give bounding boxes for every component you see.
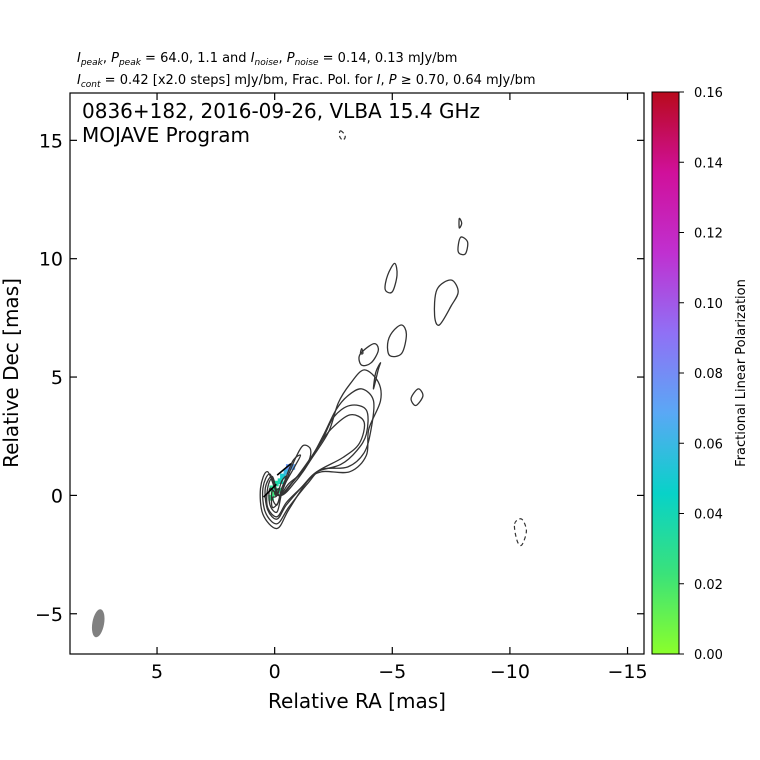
colorbar [651, 91, 680, 655]
evpa-vector [263, 483, 277, 498]
colorbar-label: Fractional Linear Polarization [734, 279, 749, 467]
colorbar-tick-label: 0.00 [694, 648, 723, 663]
x-axis-label: Relative RA [mas] [268, 689, 446, 713]
contour-level-6 [270, 454, 302, 509]
y-axis-label: Relative Dec [mas] [0, 278, 23, 468]
x-tick-label: −15 [607, 661, 647, 683]
contour-level-4 [266, 414, 366, 518]
polarization-pixel [280, 473, 286, 480]
y-tick-label: 10 [39, 249, 63, 271]
y-tick-label: 5 [51, 367, 63, 389]
colorbar-tick-label: 0.04 [694, 508, 723, 523]
beam-ellipse [91, 609, 105, 638]
colorbar-tick-label: 0.12 [694, 227, 723, 242]
x-tick-label: 5 [151, 661, 163, 683]
contour-level-1 [458, 217, 463, 229]
x-tick-label: −5 [378, 661, 406, 683]
contour-level-1 [384, 262, 398, 294]
x-tick-label: 0 [269, 661, 281, 683]
polarization-pixel [285, 464, 292, 470]
colorbar-tick-label: 0.10 [694, 297, 723, 312]
contour-level-1 [433, 279, 459, 326]
colorbar-tick-label: 0.06 [694, 437, 723, 452]
y-tick-label: 0 [51, 485, 63, 507]
evpa-vector [276, 462, 292, 476]
polarization-pixel [273, 480, 279, 487]
y-tick-label: 15 [39, 130, 63, 152]
colorbar-tick-label: 0.14 [694, 156, 723, 171]
header-line-2: Icont = 0.42 [x2.0 steps] mJy/bm, Frac. … [77, 73, 536, 90]
polarization-pixel [283, 468, 290, 475]
contour-level-1 [359, 347, 364, 355]
contour-level-8 [274, 487, 281, 497]
colorbar-tick-label: 0.02 [694, 578, 723, 593]
contour-level-7 [271, 475, 288, 506]
header-line-1: Ipeak, Ppeak = 64.0, 1.1 and Inoise, Pno… [77, 51, 457, 68]
source-annotation: 0836+182, 2016-09-26, VLBA 15.4 GHz [82, 99, 480, 123]
contour-level-1 [358, 343, 380, 367]
plot-content [91, 130, 528, 638]
contour-level-1 [457, 236, 469, 256]
contour-level-1 [410, 388, 424, 407]
y-tick-label: −5 [35, 604, 63, 626]
polarization-pixel [277, 478, 284, 485]
colorbar-tick-label: 0.08 [694, 367, 723, 382]
contour-level-1 [372, 362, 382, 390]
colorbar-tick-label: 0.16 [694, 86, 723, 101]
contour-level-2 [261, 388, 375, 525]
axis-ticks: 5 0 −5 −10 −15 −5 0 5 10 15 [35, 93, 648, 683]
contour-level-1 [386, 324, 408, 358]
colorbar-ticks: 0.00 0.02 0.04 0.06 0.08 0.10 0.12 0.14 0.16 [679, 86, 723, 663]
plot-area [69, 92, 645, 655]
x-tick-label: −10 [490, 661, 530, 683]
negative-contour [513, 518, 528, 547]
program-annotation: MOJAVE Program [82, 123, 250, 147]
polarization-pixel [270, 490, 277, 496]
